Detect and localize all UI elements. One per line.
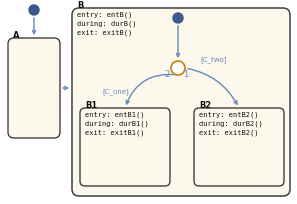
Circle shape bbox=[171, 61, 185, 75]
Text: during: durB1(): during: durB1() bbox=[85, 121, 149, 127]
FancyBboxPatch shape bbox=[80, 108, 170, 186]
Text: B: B bbox=[77, 1, 83, 10]
Text: 1: 1 bbox=[183, 70, 188, 79]
Text: exit: exitB1(): exit: exitB1() bbox=[85, 129, 145, 135]
Text: A: A bbox=[13, 31, 20, 40]
FancyBboxPatch shape bbox=[8, 38, 60, 138]
Text: exit: exitB2(): exit: exitB2() bbox=[199, 129, 258, 135]
Circle shape bbox=[173, 13, 183, 23]
Text: B1: B1 bbox=[85, 101, 97, 110]
Text: exit: exitB(): exit: exitB() bbox=[77, 29, 132, 35]
Circle shape bbox=[29, 5, 39, 15]
Text: during: durB2(): during: durB2() bbox=[199, 121, 263, 127]
Text: entry: entB2(): entry: entB2() bbox=[199, 112, 258, 119]
FancyBboxPatch shape bbox=[72, 8, 290, 196]
FancyBboxPatch shape bbox=[194, 108, 284, 186]
Text: entry: entB1(): entry: entB1() bbox=[85, 112, 145, 119]
Text: [C_one]: [C_one] bbox=[102, 88, 129, 95]
Text: 2: 2 bbox=[164, 70, 169, 79]
Text: entry: entB(): entry: entB() bbox=[77, 12, 132, 19]
Text: [C_two]: [C_two] bbox=[200, 56, 227, 63]
Text: during: durB(): during: durB() bbox=[77, 20, 137, 27]
Text: B2: B2 bbox=[199, 101, 211, 110]
